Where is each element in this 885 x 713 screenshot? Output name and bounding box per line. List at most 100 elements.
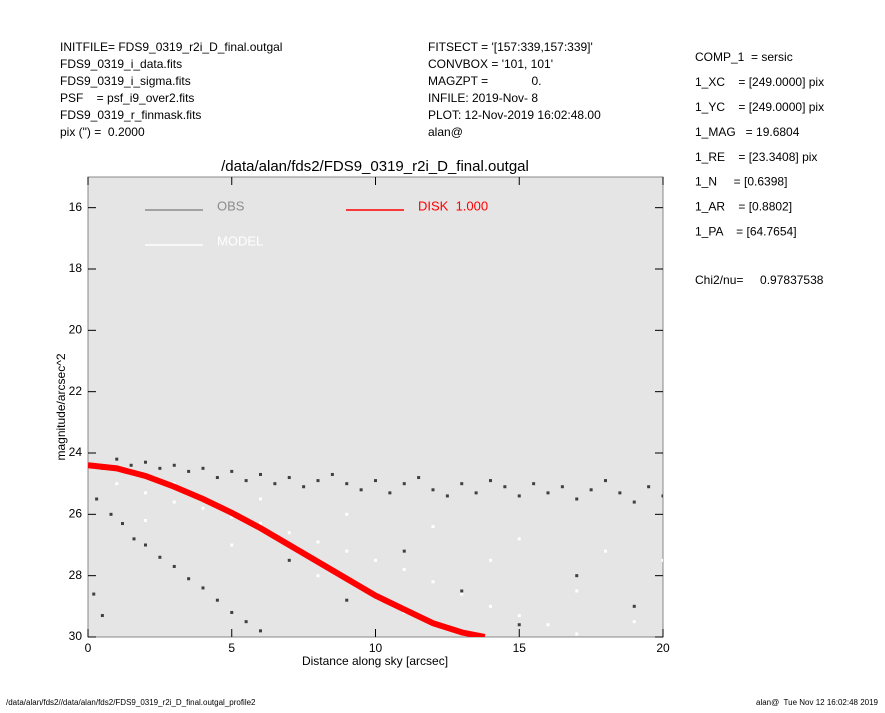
y-tick-label: 28 (69, 568, 83, 582)
data-point (575, 589, 579, 593)
x-tick-label: 0 (85, 641, 92, 655)
header-line: FDS9_0319_i_data.fits (60, 57, 182, 71)
data-point (187, 577, 191, 581)
x-tick-label: 5 (228, 641, 235, 655)
data-point (158, 466, 162, 470)
data-point (201, 466, 205, 470)
data-point (402, 568, 406, 572)
header-line: PSF = psf_i9_over2.fits (60, 91, 194, 105)
data-point (374, 479, 377, 483)
y-tick-label: 18 (69, 261, 83, 275)
data-point (287, 476, 291, 480)
data-point (144, 460, 147, 464)
header-line: CONVBOX = '101, 101' (428, 57, 553, 71)
data-point (302, 485, 306, 489)
y-tick-label: 22 (69, 384, 83, 398)
data-point (201, 586, 205, 590)
x-axis-label: Distance along sky [arcsec] (302, 654, 448, 668)
data-point (144, 491, 147, 495)
header-line: FITSECT = '[157:339,157:339]' (428, 40, 593, 54)
fit-statistic: Chi2/nu= 0.97837538 (695, 273, 824, 287)
data-point (517, 537, 521, 541)
data-point (388, 491, 392, 495)
data-point (575, 632, 579, 636)
data-point (109, 512, 113, 516)
data-point (92, 592, 96, 596)
data-point (489, 479, 492, 483)
data-point (172, 500, 176, 504)
header-line: INITFILE= FDS9_0319_r2i_D_final.outgal (60, 40, 282, 54)
data-point (330, 472, 334, 476)
data-point (316, 540, 320, 544)
data-point (345, 598, 349, 602)
data-point (132, 537, 136, 541)
data-point (273, 482, 277, 486)
data-point (431, 488, 435, 492)
data-point (230, 469, 234, 473)
legend-label: MODEL (217, 233, 263, 248)
data-point (445, 494, 449, 498)
y-tick-label: 30 (69, 629, 83, 643)
model-curve (88, 462, 486, 637)
x-tick-label: 10 (369, 641, 383, 655)
data-point (560, 485, 564, 489)
data-point (489, 558, 492, 562)
data-point (158, 555, 162, 559)
header-line: MAGZPT = 0. (428, 74, 541, 88)
data-point (575, 497, 579, 501)
footer-path: /data/alan/fds2//data/alan/fds2/FDS9_031… (6, 698, 256, 707)
legend-label: OBS (217, 198, 245, 213)
data-point (647, 485, 651, 489)
data-point (100, 614, 104, 618)
data-point (187, 469, 191, 473)
data-point (115, 457, 119, 461)
data-point (259, 629, 262, 633)
parameter-line: 1_RE = [23.3408] pix (695, 150, 817, 164)
data-point (230, 610, 234, 614)
data-point (259, 497, 262, 501)
data-point (460, 592, 464, 596)
parameter-line: 1_XC = [249.0000] pix (695, 75, 824, 89)
data-point (172, 463, 176, 467)
data-point (316, 574, 320, 578)
data-point (460, 589, 464, 593)
data-point (115, 482, 119, 486)
data-point (316, 479, 320, 483)
x-tick-label: 15 (513, 641, 527, 655)
data-point (431, 580, 435, 584)
data-point (661, 558, 663, 562)
y-tick-label: 26 (69, 507, 83, 521)
data-point (546, 623, 550, 627)
parameter-line: 1_N = [0.6398] (695, 175, 787, 189)
data-point (532, 482, 536, 486)
data-point (244, 620, 248, 624)
parameter-line: 1_MAG = 19.6804 (695, 125, 800, 139)
data-point (215, 598, 219, 602)
data-point (517, 614, 521, 618)
data-point (95, 497, 99, 501)
header-line: FDS9_0319_r_finmask.fits (60, 108, 201, 122)
data-point (661, 494, 663, 498)
data-point (345, 482, 349, 486)
y-axis-label: magnitude/arcsec^2 (54, 353, 68, 460)
parameter-line: 1_YC = [249.0000] pix (695, 100, 824, 114)
data-point (604, 479, 607, 483)
chart-title: /data/alan/fds2/FDS9_0319_r2i_D_final.ou… (221, 158, 529, 175)
data-point (144, 518, 147, 522)
data-point (244, 479, 248, 483)
data-point (402, 482, 406, 486)
parameter-line: 1_AR = [0.8802] (695, 200, 792, 214)
data-point (359, 488, 363, 492)
data-point (259, 522, 262, 526)
x-tick-label: 20 (656, 641, 670, 655)
data-point (589, 488, 593, 492)
data-point (517, 623, 521, 627)
data-point (417, 476, 421, 480)
data-point (431, 525, 435, 529)
data-point (287, 558, 291, 562)
y-tick-label: 16 (69, 200, 83, 214)
data-point (172, 564, 176, 568)
plot-area (88, 457, 663, 637)
data-point (230, 543, 234, 547)
data-point (129, 463, 133, 467)
